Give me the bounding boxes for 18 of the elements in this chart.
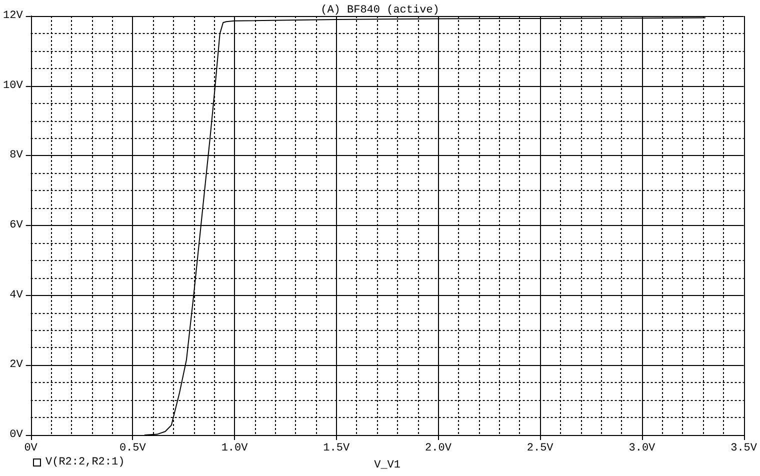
y-tick-label: 4V	[10, 289, 24, 302]
x-tick-label: 2.5V	[526, 442, 554, 454]
y-tick-label: 6V	[10, 220, 24, 232]
x-tick-label: 3.5V	[730, 442, 758, 454]
x-tick-label: 2.0V	[425, 442, 452, 454]
x-axis-title: V_V1	[374, 460, 401, 472]
chart-title: (A) BF840 (active)	[320, 4, 440, 16]
y-tick-label: 12V	[2, 10, 24, 22]
legend-label: V(R2:2,R2:1)	[46, 456, 125, 468]
x-tick-label: 1.5V	[323, 442, 350, 454]
x-tick-label: 3.0V	[628, 442, 656, 454]
y-tick-label: 8V	[10, 150, 24, 162]
x-tick-label: 1.0V	[221, 442, 248, 454]
y-tick-label: 0V	[10, 429, 24, 441]
y-tick-label: 10V	[2, 80, 24, 92]
x-tick-label: 0.5V	[119, 442, 146, 454]
y-tick-label: 2V	[10, 359, 24, 372]
x-tick-label: 0V	[24, 442, 38, 454]
